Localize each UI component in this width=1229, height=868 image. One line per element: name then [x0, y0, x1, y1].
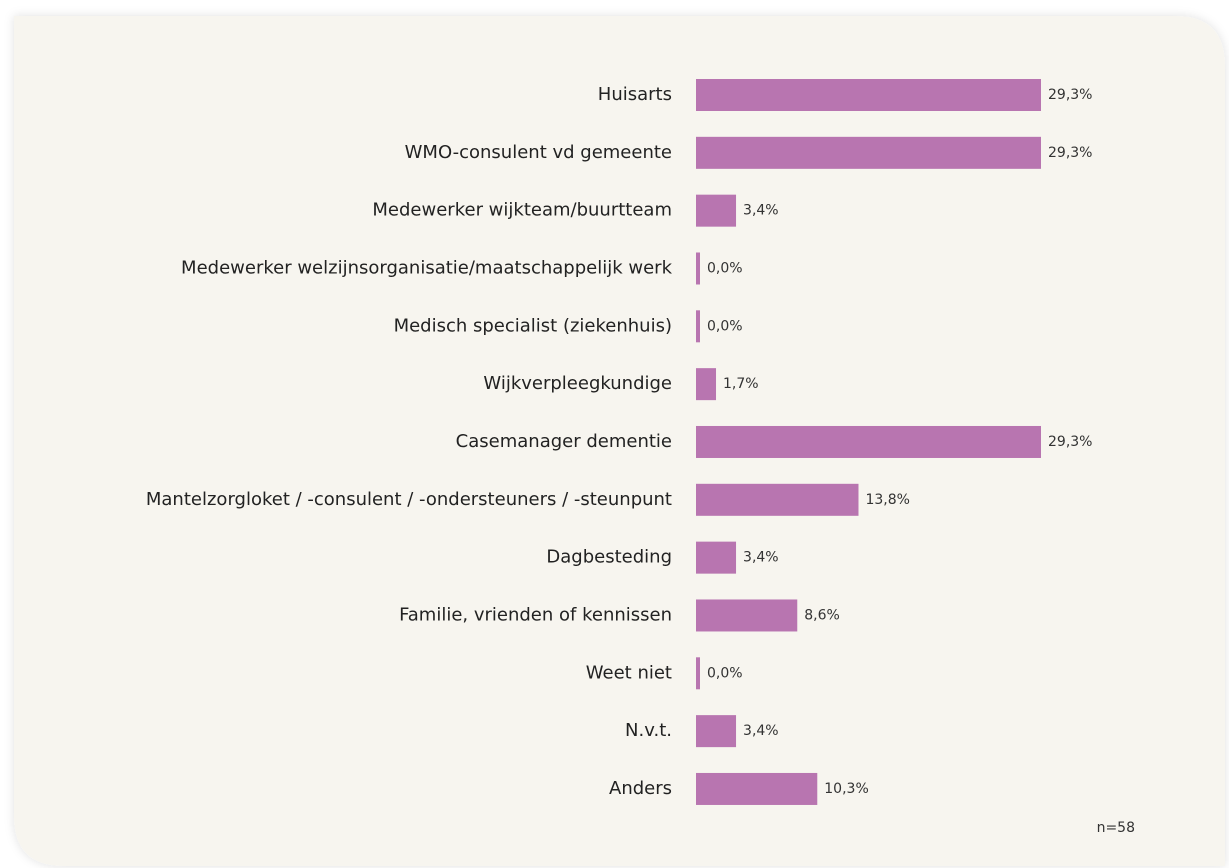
value-label: 13,8% — [865, 492, 909, 508]
bar — [696, 252, 700, 285]
value-label: 0,0% — [707, 665, 743, 681]
category-label: Casemanager dementie — [456, 431, 672, 452]
category-label: WMO-consulent vd gemeente — [405, 142, 672, 163]
value-label: 3,4% — [743, 203, 779, 219]
value-label: 29,3% — [1048, 145, 1092, 161]
bar — [696, 79, 1041, 111]
bar — [696, 715, 737, 748]
bar — [696, 310, 700, 343]
category-label: N.v.t. — [625, 720, 672, 741]
bar — [696, 657, 700, 690]
category-label: Weet niet — [586, 662, 672, 683]
value-label: 29,3% — [1048, 434, 1092, 450]
value-label: 3,4% — [743, 723, 779, 739]
value-label: 29,3% — [1048, 87, 1092, 103]
value-label: 8,6% — [804, 607, 840, 623]
category-label: Dagbesteding — [546, 547, 672, 568]
value-label: 0,0% — [707, 318, 743, 334]
category-label: Medewerker welzijnsorganisatie/maatschap… — [181, 257, 673, 278]
value-label: 1,7% — [723, 376, 759, 392]
bar — [696, 136, 1041, 169]
bar — [696, 425, 1041, 458]
category-label: Mantelzorgloket / -consulent / -onderste… — [146, 489, 672, 510]
category-label: Anders — [609, 778, 672, 799]
bar — [696, 194, 737, 227]
bar — [696, 599, 798, 632]
category-label: Medewerker wijkteam/buurtteam — [372, 200, 672, 221]
bar — [696, 368, 717, 401]
panel — [14, 16, 1225, 866]
category-label: Familie, vrienden of kennissen — [399, 604, 672, 625]
category-label: Wijkverpleegkundige — [483, 373, 672, 394]
annotation: n=58 — [1097, 820, 1135, 836]
value-label: 0,0% — [707, 260, 743, 276]
category-label: Huisarts — [598, 84, 672, 105]
bar — [696, 483, 859, 516]
bar — [696, 541, 737, 574]
value-label: 10,3% — [824, 781, 868, 797]
value-label: 3,4% — [743, 550, 779, 566]
category-label: Medisch specialist (ziekenhuis) — [394, 315, 672, 336]
bar — [696, 772, 818, 805]
